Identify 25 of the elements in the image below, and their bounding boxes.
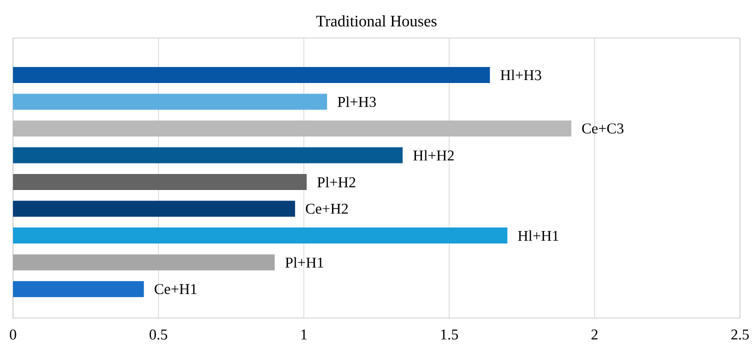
- x-tick-label: 1.5: [441, 330, 458, 340]
- bar: [13, 281, 144, 298]
- y-tick-label: Pl+H3: [338, 96, 376, 107]
- x-tick-label: 2.5: [731, 330, 749, 340]
- bar: [13, 228, 508, 244]
- bar: [13, 200, 296, 217]
- chart-title: Traditional Houses: [316, 15, 437, 26]
- y-tick-label: Ce+C3: [582, 123, 624, 134]
- bar: [13, 66, 490, 83]
- bar: [13, 120, 572, 136]
- bar: [13, 147, 403, 164]
- x-tick-label: 0: [10, 330, 16, 340]
- bar: [13, 94, 328, 110]
- y-tick-label: Hl+H2: [413, 150, 454, 160]
- y-tick-label: Ce+H1: [154, 284, 196, 294]
- y-tick-label: Ce+H2: [306, 204, 348, 214]
- y-tick-label: Pl+H2: [317, 176, 356, 188]
- y-tick-label: Hl+H3: [500, 70, 542, 80]
- y-tick-label: Pl+H1: [285, 257, 324, 268]
- x-tick-label: 2: [592, 330, 598, 340]
- x-tick-label: 1: [301, 330, 307, 340]
- bar: [13, 174, 307, 190]
- y-tick-label: Hl+H1: [518, 230, 558, 241]
- bar: [13, 254, 275, 270]
- x-tick-label: 0.5: [150, 330, 168, 340]
